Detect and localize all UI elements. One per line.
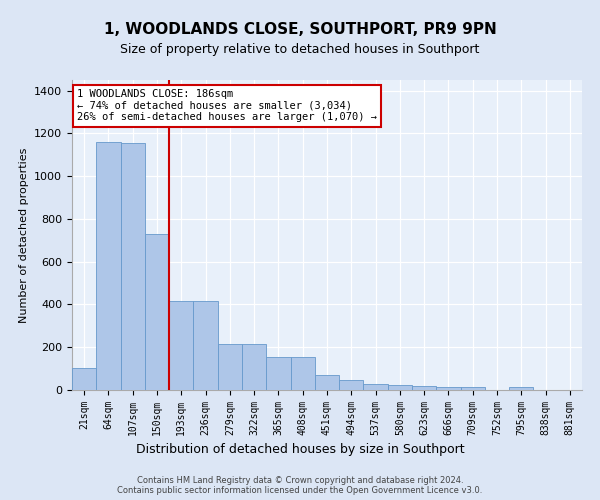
Bar <box>266 357 290 390</box>
Bar <box>339 380 364 390</box>
Bar <box>218 344 242 390</box>
Text: Contains HM Land Registry data © Crown copyright and database right 2024.
Contai: Contains HM Land Registry data © Crown c… <box>118 476 482 495</box>
Bar <box>461 387 485 390</box>
Bar <box>121 143 145 390</box>
Text: 1 WOODLANDS CLOSE: 186sqm
← 74% of detached houses are smaller (3,034)
26% of se: 1 WOODLANDS CLOSE: 186sqm ← 74% of detac… <box>77 90 377 122</box>
Bar <box>193 302 218 390</box>
Bar <box>315 376 339 390</box>
Text: Distribution of detached houses by size in Southport: Distribution of detached houses by size … <box>136 442 464 456</box>
Text: Size of property relative to detached houses in Southport: Size of property relative to detached ho… <box>121 42 479 56</box>
Bar <box>364 384 388 390</box>
Bar <box>96 142 121 390</box>
Y-axis label: Number of detached properties: Number of detached properties <box>19 148 29 322</box>
Bar <box>72 368 96 390</box>
Bar <box>509 387 533 390</box>
Bar <box>145 234 169 390</box>
Bar <box>436 387 461 390</box>
Bar <box>388 386 412 390</box>
Bar <box>169 302 193 390</box>
Bar <box>290 357 315 390</box>
Text: 1, WOODLANDS CLOSE, SOUTHPORT, PR9 9PN: 1, WOODLANDS CLOSE, SOUTHPORT, PR9 9PN <box>104 22 496 38</box>
Bar <box>242 344 266 390</box>
Bar <box>412 386 436 390</box>
